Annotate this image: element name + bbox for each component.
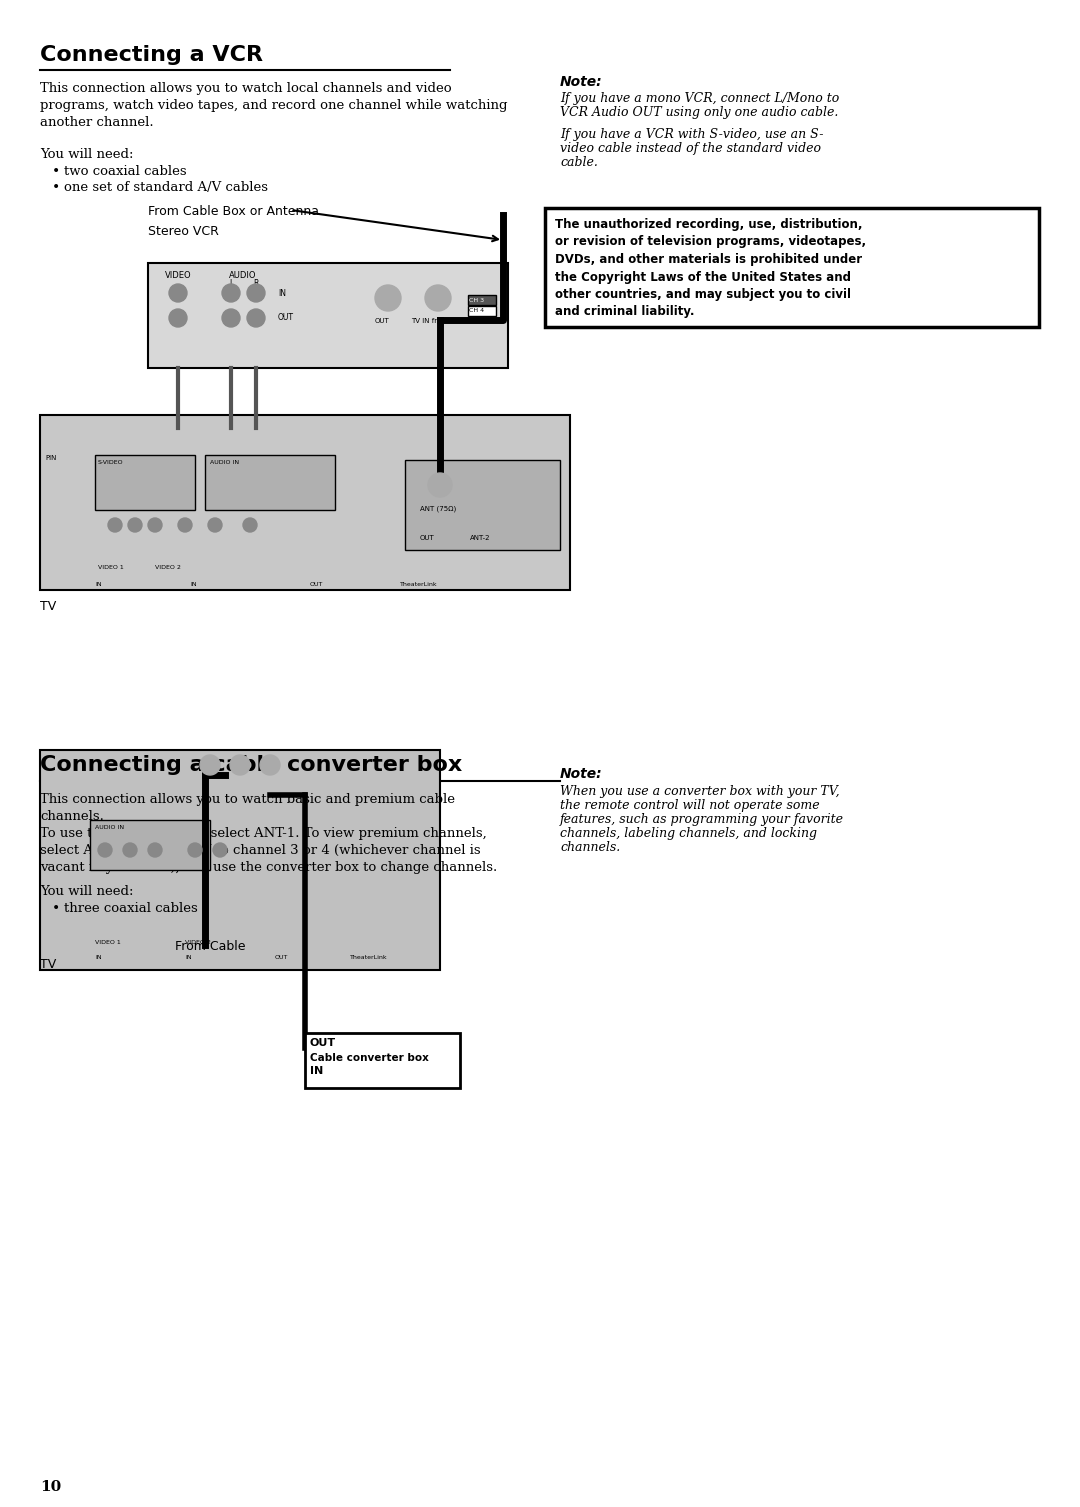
Text: TV: TV xyxy=(40,958,56,971)
Circle shape xyxy=(247,309,265,327)
Text: OUT: OUT xyxy=(375,318,390,324)
Circle shape xyxy=(148,518,162,532)
Circle shape xyxy=(108,518,122,532)
Text: one set of standard A/V cables: one set of standard A/V cables xyxy=(64,181,268,194)
Text: •: • xyxy=(52,903,60,916)
Text: channels.: channels. xyxy=(561,841,620,854)
Text: ANT-2: ANT-2 xyxy=(470,535,490,541)
Bar xyxy=(405,460,561,550)
Text: OUT: OUT xyxy=(275,955,288,960)
Text: VIDEO 2: VIDEO 2 xyxy=(185,940,211,945)
Text: The unauthorized recording, use, distribution,
or revision of television program: The unauthorized recording, use, distrib… xyxy=(555,219,866,318)
FancyBboxPatch shape xyxy=(148,264,508,368)
Text: IN: IN xyxy=(95,955,102,960)
Text: TV IN from ANT: TV IN from ANT xyxy=(411,318,464,324)
Text: IN: IN xyxy=(95,582,102,588)
Circle shape xyxy=(230,755,249,775)
Text: TheaterLink: TheaterLink xyxy=(400,582,437,588)
Text: Cable converter box: Cable converter box xyxy=(310,1053,429,1062)
Text: the remote control will not operate some: the remote control will not operate some xyxy=(561,799,820,812)
Text: This connection allows you to watch basic and premium cable
channels.: This connection allows you to watch basi… xyxy=(40,793,455,823)
Text: IN: IN xyxy=(310,1065,323,1076)
Text: This connection allows you to watch local channels and video
programs, watch vid: This connection allows you to watch loca… xyxy=(40,81,508,130)
Text: CH 4: CH 4 xyxy=(469,309,484,313)
Text: channels, labeling channels, and locking: channels, labeling channels, and locking xyxy=(561,827,816,839)
Bar xyxy=(468,306,496,316)
Text: IN: IN xyxy=(185,955,191,960)
Text: TheaterLink: TheaterLink xyxy=(350,955,388,960)
Text: •: • xyxy=(52,181,60,194)
Circle shape xyxy=(200,755,220,775)
Circle shape xyxy=(129,518,141,532)
Circle shape xyxy=(98,842,112,857)
Circle shape xyxy=(222,283,240,301)
Text: R: R xyxy=(254,279,259,288)
Text: Connecting a VCR: Connecting a VCR xyxy=(40,45,264,65)
Text: IN: IN xyxy=(190,582,197,588)
Circle shape xyxy=(213,842,227,857)
Text: PIN: PIN xyxy=(45,455,56,461)
Text: Connecting a cable converter box: Connecting a cable converter box xyxy=(40,755,462,775)
Circle shape xyxy=(123,842,137,857)
Circle shape xyxy=(260,755,280,775)
Circle shape xyxy=(222,309,240,327)
Bar xyxy=(205,455,335,509)
Text: To use the TV’s features, select ANT-1. To view premium channels,
select ANT-2, : To use the TV’s features, select ANT-1. … xyxy=(40,827,497,874)
Text: OUT: OUT xyxy=(420,535,435,541)
Text: When you use a converter box with your TV,: When you use a converter box with your T… xyxy=(561,785,839,799)
Text: You will need:: You will need: xyxy=(40,148,134,161)
Circle shape xyxy=(428,473,453,497)
Text: VIDEO 1: VIDEO 1 xyxy=(95,940,121,945)
Bar xyxy=(90,820,210,870)
Text: ANT (75Ω): ANT (75Ω) xyxy=(420,505,456,511)
Text: You will need:: You will need: xyxy=(40,885,134,898)
Text: If you have a VCR with S-video, use an S-: If you have a VCR with S-video, use an S… xyxy=(561,128,824,142)
Text: VIDEO 1: VIDEO 1 xyxy=(98,565,124,570)
Circle shape xyxy=(168,309,187,327)
FancyBboxPatch shape xyxy=(40,414,570,591)
Circle shape xyxy=(168,283,187,301)
Text: cable.: cable. xyxy=(561,157,598,169)
FancyBboxPatch shape xyxy=(40,750,440,971)
Bar xyxy=(95,455,195,509)
Text: AUDIO: AUDIO xyxy=(229,271,257,280)
Text: VCR Audio OUT using only one audio cable.: VCR Audio OUT using only one audio cable… xyxy=(561,105,838,119)
FancyBboxPatch shape xyxy=(305,1032,460,1088)
Text: two coaxial cables: two coaxial cables xyxy=(64,164,187,178)
Circle shape xyxy=(426,285,451,310)
Text: If you have a mono VCR, connect L/Mono to: If you have a mono VCR, connect L/Mono t… xyxy=(561,92,839,105)
Text: IN: IN xyxy=(278,288,286,297)
Text: AUDIO IN: AUDIO IN xyxy=(210,460,239,466)
Bar xyxy=(468,295,496,304)
Text: OUT: OUT xyxy=(310,582,323,588)
Text: 10: 10 xyxy=(40,1480,62,1493)
Circle shape xyxy=(375,285,401,310)
Circle shape xyxy=(208,518,222,532)
Text: From Cable Box or Antenna: From Cable Box or Antenna xyxy=(148,205,319,219)
Text: video cable instead of the standard video: video cable instead of the standard vide… xyxy=(561,142,821,155)
Text: OUT: OUT xyxy=(310,1038,336,1047)
Text: •: • xyxy=(52,164,60,179)
Text: VIDEO: VIDEO xyxy=(164,271,191,280)
Circle shape xyxy=(148,842,162,857)
Circle shape xyxy=(243,518,257,532)
Text: AUDIO IN: AUDIO IN xyxy=(95,824,124,830)
Text: TV: TV xyxy=(40,600,56,613)
Text: CH 3: CH 3 xyxy=(469,297,484,303)
Circle shape xyxy=(188,842,202,857)
Text: VIDEO 2: VIDEO 2 xyxy=(156,565,180,570)
Text: L: L xyxy=(229,279,233,288)
Text: features, such as programming your favorite: features, such as programming your favor… xyxy=(561,812,843,826)
Text: Stereo VCR: Stereo VCR xyxy=(148,225,219,238)
FancyBboxPatch shape xyxy=(545,208,1039,327)
Text: three coaxial cables: three coaxial cables xyxy=(64,903,198,915)
Text: Note:: Note: xyxy=(561,75,603,89)
Text: S-VIDEO: S-VIDEO xyxy=(98,460,123,466)
Circle shape xyxy=(178,518,192,532)
Text: From Cable: From Cable xyxy=(175,940,245,952)
Text: OUT: OUT xyxy=(278,313,294,322)
Circle shape xyxy=(247,283,265,301)
Text: Note:: Note: xyxy=(561,767,603,781)
